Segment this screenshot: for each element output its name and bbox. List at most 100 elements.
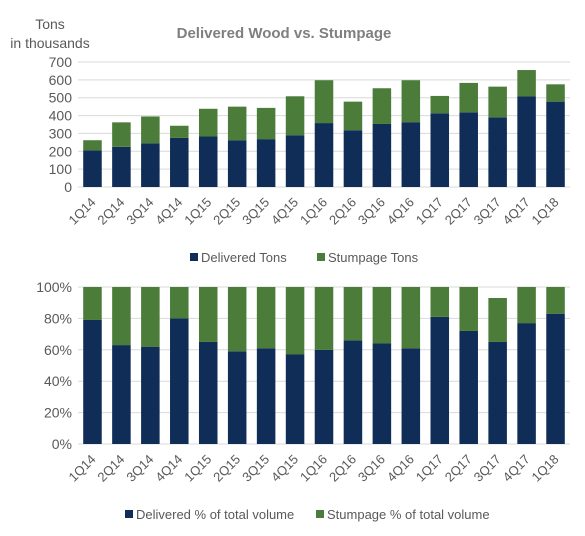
- top-chart-bar-stumpage: [546, 84, 565, 102]
- top-chart-bar-delivered: [112, 146, 131, 187]
- bottom-chart-xtick-label: 3Q17: [471, 452, 504, 485]
- top-chart-xtick-label: 2Q17: [442, 195, 475, 228]
- bottom-chart-bar-stumpage: [112, 287, 131, 346]
- top-chart-legend-label: Delivered Tons: [201, 250, 287, 265]
- bottom-chart-xtick-label: 4Q16: [384, 452, 417, 485]
- bottom-chart-legend-label: Delivered % of total volume: [136, 507, 294, 522]
- bottom-chart-bar-stumpage: [141, 287, 160, 347]
- bottom-chart-bar-stumpage: [517, 287, 536, 324]
- top-chart-bar-delivered: [227, 140, 247, 187]
- top-chart-bar-stumpage: [372, 88, 392, 124]
- bottom-chart-xtick-label: 1Q17: [413, 452, 446, 485]
- top-chart-bar-delivered: [314, 123, 334, 187]
- bottom-chart-ytick-label: 20%: [44, 405, 72, 421]
- bottom-chart-xtick-label: 2Q15: [210, 452, 243, 485]
- bottom-chart-bar-stumpage: [343, 287, 363, 341]
- bottom-chart-xtick-label: 2Q16: [326, 452, 359, 485]
- bottom-chart-xtick-label: 1Q16: [297, 452, 330, 485]
- top-chart-xtick-label: 2Q15: [210, 195, 243, 228]
- top-chart-bar-stumpage: [112, 122, 131, 147]
- bottom-chart-bar-stumpage: [401, 287, 421, 349]
- bottom-chart-bar-delivered: [488, 341, 507, 444]
- bottom-chart-bar-delivered: [83, 319, 102, 444]
- bottom-chart-ytick-label: 0%: [52, 436, 72, 452]
- top-chart-legend-swatch: [190, 253, 198, 261]
- bottom-chart-bar-delivered: [170, 318, 189, 444]
- top-chart-ytick-label: 400: [49, 108, 73, 124]
- top-chart-ytick-label: 300: [49, 125, 73, 141]
- top-chart-bar-stumpage: [517, 70, 536, 97]
- bottom-chart-bar-delivered: [141, 346, 160, 444]
- bottom-chart-bar-delivered: [112, 345, 131, 444]
- bottom-chart-bar-delivered: [256, 348, 276, 444]
- top-chart-title: Delivered Wood vs. Stumpage: [177, 25, 392, 42]
- bottom-chart-xtick-label: 1Q15: [181, 452, 214, 485]
- top-chart-legend-label: Stumpage Tons: [328, 250, 419, 265]
- top-chart-bar-stumpage: [256, 107, 276, 140]
- bottom-chart-bar-stumpage: [488, 297, 507, 342]
- top-chart: 01002003004005006007001Q142Q143Q144Q141Q…: [49, 54, 570, 265]
- top-chart-bar-stumpage: [83, 140, 102, 151]
- bottom-chart-legend-swatch: [125, 510, 133, 518]
- bottom-chart: 0%20%40%60%80%100%1Q142Q143Q144Q141Q152Q…: [36, 279, 570, 522]
- bottom-chart-ytick-label: 100%: [36, 279, 72, 295]
- bottom-chart-xtick-label: 2Q17: [442, 452, 475, 485]
- bottom-chart-xtick-label: 1Q18: [529, 452, 562, 485]
- bottom-chart-legend-swatch: [316, 510, 324, 518]
- top-chart-ytick-label: 500: [49, 90, 73, 106]
- top-chart-xtick-label: 3Q16: [355, 195, 388, 228]
- bottom-chart-ytick-label: 60%: [44, 342, 72, 358]
- top-chart-xtick-label: 4Q15: [268, 195, 301, 228]
- bottom-chart-xtick-label: 3Q16: [355, 452, 388, 485]
- top-chart-bar-stumpage: [141, 116, 160, 144]
- top-chart-xtick-label: 1Q18: [529, 195, 562, 228]
- top-chart-bar-delivered: [285, 135, 305, 187]
- bottom-chart-xtick-label: 4Q15: [268, 452, 301, 485]
- top-chart-bar-delivered: [141, 143, 160, 187]
- bottom-chart-bar-delivered: [227, 351, 247, 444]
- top-chart-ytick-label: 600: [49, 72, 73, 88]
- top-chart-bar-delivered: [83, 150, 102, 187]
- bottom-chart-bar-delivered: [546, 313, 565, 444]
- top-chart-bar-stumpage: [459, 82, 478, 113]
- top-chart-xtick-label: 3Q14: [123, 195, 156, 228]
- top-chart-legend: Delivered Tons Stumpage Tons: [190, 250, 419, 265]
- bottom-chart-bar-delivered: [343, 340, 363, 444]
- top-chart-bar-stumpage: [227, 106, 247, 141]
- bottom-chart-bar-delivered: [459, 330, 478, 444]
- top-chart-bar-delivered: [430, 113, 450, 187]
- top-chart-bar-stumpage: [198, 108, 218, 137]
- top-chart-bar-delivered: [170, 137, 189, 187]
- bottom-chart-xtick-label: 4Q14: [152, 452, 185, 485]
- bottom-chart-legend-label: Stumpage % of total volume: [327, 507, 490, 522]
- bottom-chart-bar-delivered: [517, 323, 536, 444]
- top-chart-bar-stumpage: [401, 80, 421, 123]
- bottom-chart-bar-delivered: [430, 316, 450, 444]
- top-chart-ytick-label: 100: [49, 161, 73, 177]
- top-chart-xtick-label: 1Q14: [65, 195, 98, 228]
- top-chart-bar-delivered: [459, 112, 478, 187]
- bottom-chart-xtick-label: 3Q14: [123, 452, 156, 485]
- bottom-chart-xtick-label: 4Q17: [500, 452, 533, 485]
- bottom-chart-bar-stumpage: [83, 287, 102, 320]
- top-chart-bar-stumpage: [170, 125, 189, 138]
- bottom-chart-ytick-label: 80%: [44, 310, 72, 326]
- bottom-chart-bar-delivered: [401, 348, 421, 444]
- top-chart-xtick-label: 4Q17: [500, 195, 533, 228]
- bottom-chart-bar-stumpage: [372, 287, 392, 344]
- bottom-chart-bar-stumpage: [227, 287, 247, 352]
- top-chart-bar-delivered: [517, 96, 536, 187]
- bottom-chart-bar-stumpage: [546, 287, 565, 314]
- bottom-chart-bar-stumpage: [314, 287, 334, 350]
- bottom-chart-bar-delivered: [285, 354, 305, 444]
- bottom-chart-bar-stumpage: [170, 287, 189, 319]
- top-chart-xtick-label: 1Q15: [181, 195, 214, 228]
- top-chart-bar-delivered: [343, 130, 363, 187]
- top-chart-ylabel-line2: in thousands: [10, 35, 89, 51]
- bottom-chart-bar-stumpage: [198, 287, 218, 342]
- bottom-chart-xtick-label: 3Q15: [239, 452, 272, 485]
- top-chart-xtick-label: 3Q17: [471, 195, 504, 228]
- top-chart-bar-delivered: [488, 117, 507, 187]
